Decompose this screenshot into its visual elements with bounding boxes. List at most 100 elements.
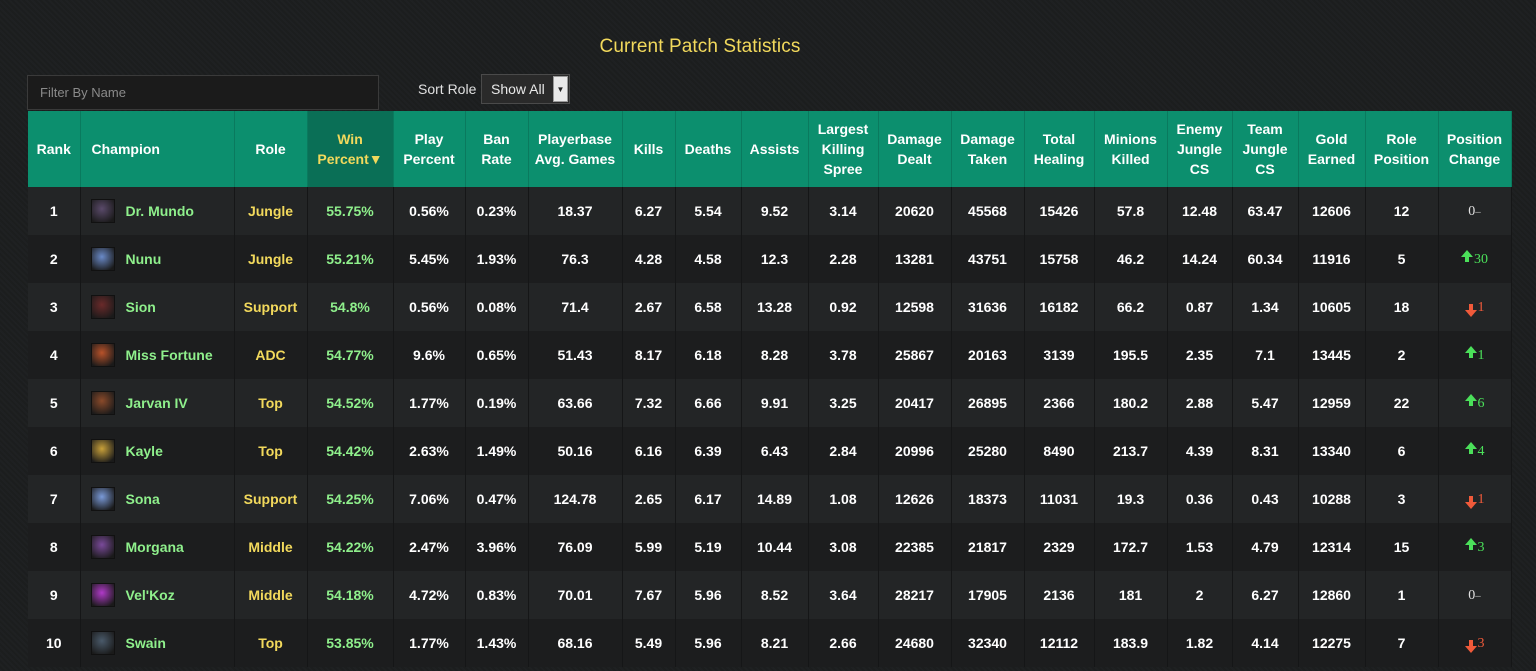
cell-role-pos: 3 bbox=[1365, 475, 1439, 523]
cell-dmg-dealt: 28217 bbox=[878, 571, 952, 619]
cell-avg-games: 68.16 bbox=[528, 619, 623, 667]
column-header-deaths[interactable]: Deaths bbox=[675, 111, 742, 187]
cell-kills: 2.67 bbox=[622, 283, 676, 331]
cell-minions: 180.2 bbox=[1094, 379, 1168, 427]
cell-champion[interactable]: Jarvan IV bbox=[80, 379, 235, 427]
column-header-healing[interactable]: Total Healing bbox=[1024, 111, 1095, 187]
cell-healing: 11031 bbox=[1024, 475, 1095, 523]
sort-role-label: Sort Role bbox=[418, 81, 477, 97]
column-header-pos-change[interactable]: Position Change bbox=[1438, 111, 1512, 187]
cell-gold: 10288 bbox=[1298, 475, 1366, 523]
cell-champion[interactable]: Vel'Koz bbox=[80, 571, 235, 619]
champion-name-link[interactable]: Swain bbox=[125, 635, 166, 651]
cell-champion[interactable]: Nunu bbox=[80, 235, 235, 283]
champion-name-link[interactable]: Vel'Koz bbox=[125, 587, 175, 603]
cell-assists: 10.44 bbox=[741, 523, 809, 571]
cell-kills: 5.49 bbox=[622, 619, 676, 667]
champion-name-link[interactable]: Sona bbox=[125, 491, 160, 507]
arrow-up-icon bbox=[1464, 538, 1477, 550]
cell-role: Middle bbox=[234, 571, 308, 619]
column-header-kills[interactable]: Kills bbox=[622, 111, 676, 187]
cell-team-jungle: 1.34 bbox=[1232, 283, 1299, 331]
cell-role-pos: 22 bbox=[1365, 379, 1439, 427]
cell-assists: 9.52 bbox=[741, 187, 809, 235]
arrow-up-icon bbox=[1461, 250, 1473, 262]
table-row[interactable]: 4 Miss Fortune ADC 54.77% 9.6% 0.65% 51.43 8.17… bbox=[28, 331, 1512, 379]
cell-champion[interactable]: Miss Fortune bbox=[80, 331, 235, 379]
champion-name-link[interactable]: Sion bbox=[125, 299, 156, 315]
column-header-team-jungle[interactable]: Team Jungle CS bbox=[1232, 111, 1299, 187]
cell-rank: 10 bbox=[28, 619, 81, 667]
cell-champion[interactable]: Swain bbox=[80, 619, 235, 667]
champion-name-link[interactable]: Morgana bbox=[125, 539, 184, 555]
column-header-champion[interactable]: Champion bbox=[80, 111, 235, 187]
champion-name-link[interactable]: Kayle bbox=[125, 443, 163, 459]
column-header-play[interactable]: Play Percent bbox=[393, 111, 466, 187]
champion-name-link[interactable]: Nunu bbox=[125, 251, 162, 267]
cell-assists: 13.28 bbox=[741, 283, 809, 331]
cell-minions: 183.9 bbox=[1094, 619, 1168, 667]
cell-healing: 15758 bbox=[1024, 235, 1095, 283]
column-header-role[interactable]: Role bbox=[234, 111, 308, 187]
table-row[interactable]: 2 Nunu Jungle 55.21% 5.45% 1.93% 76.3 4.28 4.58 1… bbox=[28, 235, 1512, 283]
table-row[interactable]: 7 Sona Support 54.25% 7.06% 0.47% 124.78 2.65 6.… bbox=[28, 475, 1512, 523]
cell-enemy-jungle: 12.48 bbox=[1167, 187, 1233, 235]
column-header-dmg-taken[interactable]: Damage Taken bbox=[951, 111, 1025, 187]
cell-healing: 12112 bbox=[1024, 619, 1095, 667]
table-row[interactable]: 5 Jarvan IV Top 54.52% 1.77% 0.19% 63.66 7.32 6.… bbox=[28, 379, 1512, 427]
table-row[interactable]: 10 Swain Top 53.85% 1.77% 1.43% 68.16 5.49 5.96 8… bbox=[28, 619, 1512, 667]
column-header-avg-games[interactable]: Playerbase Avg. Games bbox=[528, 111, 623, 187]
table-row[interactable]: 9 Vel'Koz Middle 54.18% 4.72% 0.83% 70.01 7.67 5… bbox=[28, 571, 1512, 619]
cell-rank: 5 bbox=[28, 379, 81, 427]
filter-by-name-input[interactable] bbox=[27, 75, 379, 110]
cell-minions: 172.7 bbox=[1094, 523, 1168, 571]
column-header-spree[interactable]: Largest Killing Spree bbox=[808, 111, 879, 187]
cell-play: 0.56% bbox=[393, 283, 466, 331]
column-header-assists[interactable]: Assists bbox=[741, 111, 809, 187]
cell-win: 53.85% bbox=[307, 619, 394, 667]
table-row[interactable]: 8 Morgana Middle 54.22% 2.47% 3.96% 76.09 5.99 5… bbox=[28, 523, 1512, 571]
cell-champion[interactable]: Sion bbox=[80, 283, 235, 331]
cell-play: 2.47% bbox=[393, 523, 466, 571]
column-header-role-pos[interactable]: Role Position bbox=[1365, 111, 1439, 187]
column-header-gold[interactable]: Gold Earned bbox=[1298, 111, 1366, 187]
table-row[interactable]: 6 Kayle Top 54.42% 2.63% 1.49% 50.16 6.16 6.39 6.… bbox=[28, 427, 1512, 475]
sort-role-select[interactable]: Show All ▼ bbox=[481, 74, 570, 104]
position-change-value: 0 bbox=[1468, 588, 1476, 603]
cell-deaths: 6.17 bbox=[675, 475, 742, 523]
cell-healing: 15426 bbox=[1024, 187, 1095, 235]
cell-champion[interactable]: Dr. Mundo bbox=[80, 187, 235, 235]
cell-champion[interactable]: Sona bbox=[80, 475, 235, 523]
cell-enemy-jungle: 0.36 bbox=[1167, 475, 1233, 523]
dropdown-arrow-icon[interactable]: ▼ bbox=[553, 76, 568, 102]
cell-role-pos: 15 bbox=[1365, 523, 1439, 571]
cell-dmg-taken: 45568 bbox=[951, 187, 1025, 235]
column-header-minions[interactable]: Minions Killed bbox=[1094, 111, 1168, 187]
cell-champion[interactable]: Morgana bbox=[80, 523, 235, 571]
column-header-win[interactable]: Win Percent▼ bbox=[307, 111, 394, 187]
cell-ban: 0.47% bbox=[465, 475, 529, 523]
column-header-rank[interactable]: Rank bbox=[28, 111, 81, 187]
cell-gold: 12606 bbox=[1298, 187, 1366, 235]
column-header-dmg-dealt[interactable]: Damage Dealt bbox=[878, 111, 952, 187]
champion-name-link[interactable]: Miss Fortune bbox=[125, 347, 213, 363]
champion-name-link[interactable]: Dr. Mundo bbox=[125, 203, 194, 219]
cell-dmg-taken: 18373 bbox=[951, 475, 1025, 523]
champion-name-link[interactable]: Jarvan IV bbox=[125, 395, 188, 411]
cell-position-change: 1 bbox=[1438, 283, 1512, 331]
cell-role-pos: 7 bbox=[1365, 619, 1439, 667]
table-row[interactable]: 3 Sion Support 54.8% 0.56% 0.08% 71.4 2.67 6.58 1… bbox=[28, 283, 1512, 331]
column-header-enemy-jungle[interactable]: Enemy Jungle CS bbox=[1167, 111, 1233, 187]
cell-position-change: 6 bbox=[1438, 379, 1512, 427]
champion-stats-table: Rank Champion Role Win Percent▼ Play Percent… bbox=[28, 111, 1512, 667]
cell-win: 54.25% bbox=[307, 475, 394, 523]
cell-minions: 66.2 bbox=[1094, 283, 1168, 331]
cell-win: 54.18% bbox=[307, 571, 394, 619]
cell-champion[interactable]: Kayle bbox=[80, 427, 235, 475]
position-change-value: 6 bbox=[1477, 396, 1485, 411]
cell-dmg-dealt: 20996 bbox=[878, 427, 952, 475]
table-row[interactable]: 1 Dr. Mundo Jungle 55.75% 0.56% 0.23% 18.37 6.2… bbox=[28, 187, 1512, 235]
cell-team-jungle: 7.1 bbox=[1232, 331, 1299, 379]
cell-minions: 213.7 bbox=[1094, 427, 1168, 475]
column-header-ban[interactable]: Ban Rate bbox=[465, 111, 529, 187]
